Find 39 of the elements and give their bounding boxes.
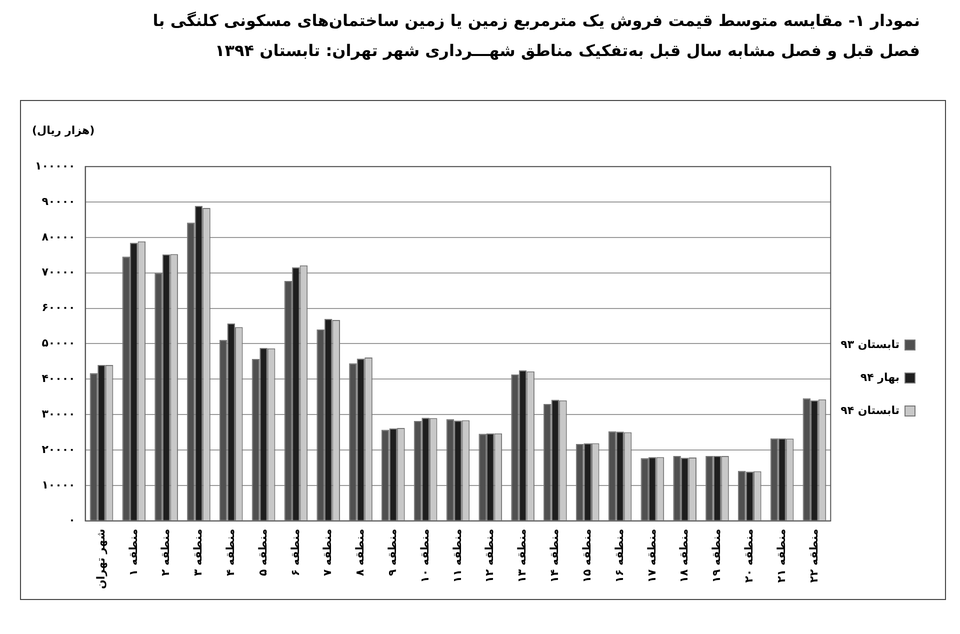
x-tick-label: منطقه ۸	[354, 528, 367, 576]
x-tick-label: منطقه ۱۱	[450, 528, 464, 583]
y-tick-label: ۷۰۰۰۰	[42, 266, 76, 279]
x-tick-label: منطقه ۹	[386, 528, 400, 576]
legend-label: تابستان ۹۳	[840, 338, 900, 351]
y-axis-title: (هزار ریال)	[32, 124, 95, 137]
x-tick-label: منطقه ۱۰	[418, 528, 432, 583]
y-tick-label: ۸۰۰۰۰	[42, 230, 76, 244]
y-tick-label: ۰	[68, 514, 76, 527]
y-tick-label: ۱۰۰۰۰	[42, 478, 76, 492]
y-tick-label: ۹۰۰۰۰	[42, 194, 76, 208]
x-tick-label: منطقه ۵	[256, 528, 270, 576]
x-tick-label: منطقه ۱۶	[612, 528, 626, 583]
x-tick-label: منطقه ۱۴	[548, 528, 562, 583]
legend-label: بهار ۹۴	[860, 370, 900, 384]
x-tick-label: منطقه ۱۹	[710, 528, 724, 583]
x-tick-label: منطقه ۷	[321, 528, 334, 576]
chart-title: نمودار ۱- مقایسه متوسط قیمت فروش یک مترمربع زمین یا زمین ساختمان‌های مسکونی کلنگی با فصل قبل و فصل مشابه سال قبل به‌تفکیک مناطق شهـــرداری شهر تهران: تابستان ۱۳۹۴	[152, 10, 920, 62]
x-tick-label: منطقه ۱۸	[678, 528, 691, 583]
x-tick-label: منطقه ۶	[288, 528, 302, 576]
x-tick-label: شهر تهران	[94, 528, 108, 590]
x-tick-label: منطقه ۲۲	[807, 528, 820, 583]
x-tick-label: منطقه ۴	[224, 528, 237, 576]
x-tick-label: منطقه ۳	[192, 528, 205, 576]
y-tick-label: ۲۰۰۰۰	[42, 442, 76, 456]
x-tick-label: منطقه ۲۱	[774, 528, 788, 583]
x-tick-label: منطقه ۱۷	[645, 528, 658, 583]
x-tick-label: منطقه ۲۰	[742, 528, 756, 583]
x-tick-label: منطقه ۱۳	[516, 528, 529, 583]
x-tick-label: منطقه ۱	[126, 528, 140, 576]
y-tick-label: ۴۰۰۰۰	[42, 372, 76, 386]
y-tick-label: ۱۰۰۰۰۰	[34, 159, 76, 172]
legend-label: تابستان ۹۴	[840, 404, 900, 417]
x-tick-label: منطقه ۱۵	[580, 528, 594, 583]
y-tick-label: ۶۰۰۰۰	[42, 301, 76, 314]
y-tick-label: ۵۰۰۰۰	[42, 336, 76, 350]
x-tick-label: منطقه ۲	[159, 528, 172, 576]
x-tick-label: منطقه ۱۲	[483, 528, 496, 583]
y-tick-label: ۳۰۰۰۰	[42, 407, 76, 420]
